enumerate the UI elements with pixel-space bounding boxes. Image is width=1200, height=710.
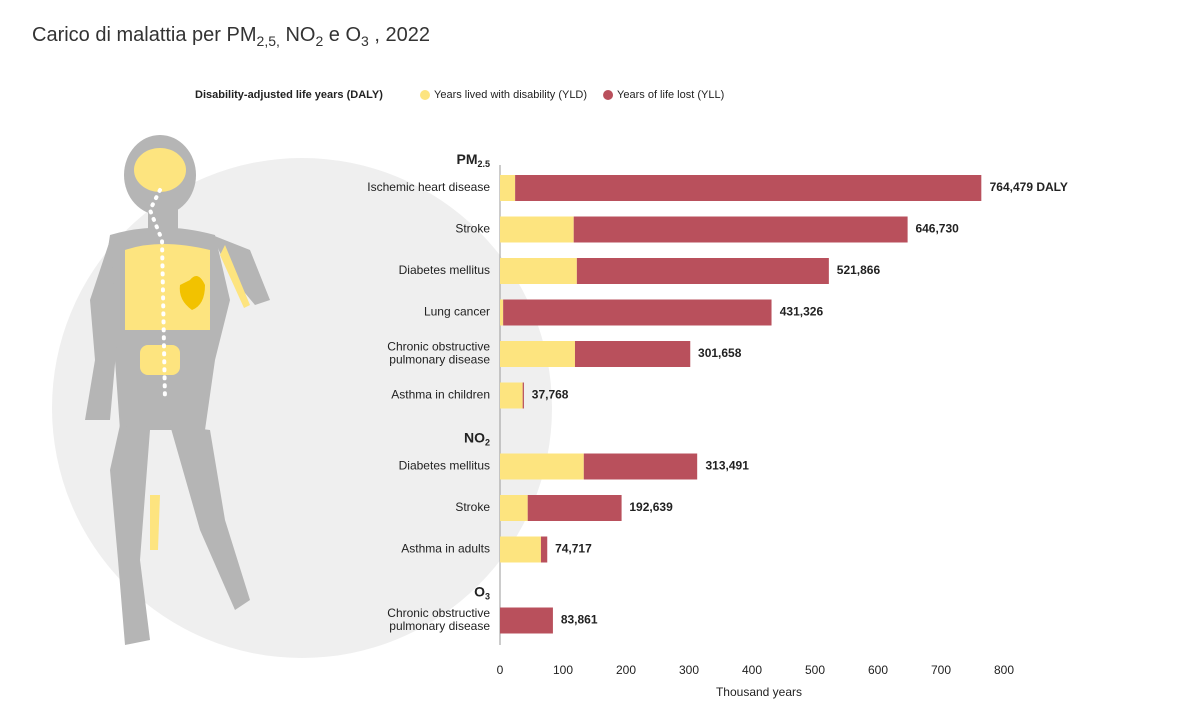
total-label: 83,861 — [561, 613, 598, 627]
category-label: Ischemic heart disease — [367, 180, 490, 194]
x-tick-label: 800 — [994, 663, 1014, 677]
category-label: Diabetes mellitus — [399, 459, 490, 473]
category-label: Stroke — [455, 500, 490, 514]
total-label: 313,491 — [705, 459, 749, 473]
bar-segment — [500, 299, 504, 326]
total-label: 37,768 — [532, 388, 569, 402]
group-label-subscript: 2 — [485, 438, 490, 448]
title-text: NO — [280, 24, 316, 46]
title-subscript: 3 — [361, 33, 369, 49]
total-label: 521,866 — [837, 263, 881, 277]
legend-label: Years of life lost (YLL) — [617, 89, 724, 101]
total-label: 74,717 — [555, 542, 592, 556]
title-text: e O — [323, 24, 361, 46]
group-label-text: O — [474, 583, 485, 599]
bar-segment — [574, 341, 691, 367]
chart-title: Carico di malattia per PM2,5, NO2 e O3 ,… — [32, 24, 430, 49]
bar-segment — [527, 495, 622, 521]
category-label: Chronic obstructive — [387, 340, 490, 354]
title-text: Carico di malattia per PM — [32, 24, 257, 46]
bar-segment — [573, 216, 908, 243]
legend-swatch — [420, 90, 430, 100]
group-label: NO2 — [464, 429, 490, 448]
bar-segment — [500, 382, 523, 409]
category-label: Asthma in adults — [401, 542, 490, 556]
x-tick-label: 400 — [742, 663, 762, 677]
legend-label: Years lived with disability (YLD) — [434, 89, 587, 101]
category-label: Asthma in children — [391, 388, 490, 402]
bar-segment — [500, 175, 516, 201]
group-label-subscript: 2.5 — [477, 159, 490, 169]
bar-segment — [583, 453, 698, 480]
title-subscript: 2 — [315, 33, 323, 49]
bar-segment — [515, 175, 982, 201]
bar-segment — [500, 341, 575, 367]
title-subscript: 2,5, — [257, 33, 280, 49]
category-label: pulmonary disease — [389, 619, 490, 633]
x-tick-label: 0 — [497, 663, 504, 677]
bar-segment — [500, 453, 584, 480]
illustration — [52, 135, 552, 658]
category-label: Chronic obstructive — [387, 606, 490, 620]
total-label: 192,639 — [629, 500, 673, 514]
bar-segment — [500, 216, 574, 243]
total-label: 764,479 DALY — [990, 180, 1068, 194]
x-tick-label: 200 — [616, 663, 636, 677]
x-axis-title: Thousand years — [716, 685, 802, 699]
bar-segment — [503, 299, 772, 326]
group-label-text: NO — [464, 429, 485, 445]
bar-segment — [500, 258, 577, 284]
x-tick-label: 100 — [553, 663, 573, 677]
group-label: O3 — [474, 583, 490, 602]
legend-title: Disability-adjusted life years (DALY) — [195, 89, 383, 101]
total-label: 646,730 — [915, 222, 959, 236]
category-label: pulmonary disease — [389, 353, 490, 367]
total-label: 431,326 — [780, 305, 824, 319]
x-tick-label: 700 — [931, 663, 951, 677]
category-label: Stroke — [455, 222, 490, 236]
legend-swatch — [603, 90, 614, 100]
bar-segment — [540, 536, 548, 563]
title-text: , 2022 — [369, 24, 430, 46]
category-label: Diabetes mellitus — [399, 263, 490, 277]
group-label-text: PM — [456, 151, 477, 167]
group-label: PM2.5 — [456, 151, 490, 170]
bar-segment — [522, 382, 524, 409]
group-label-subscript: 3 — [485, 592, 490, 602]
bar-segment — [500, 495, 528, 521]
bar-segment — [576, 258, 829, 284]
bar-segment — [500, 536, 541, 563]
x-tick-label: 500 — [805, 663, 825, 677]
total-label: 301,658 — [698, 346, 742, 360]
bar-segment — [500, 607, 553, 634]
x-tick-label: 300 — [679, 663, 699, 677]
category-label: Lung cancer — [424, 305, 490, 319]
x-tick-label: 600 — [868, 663, 888, 677]
